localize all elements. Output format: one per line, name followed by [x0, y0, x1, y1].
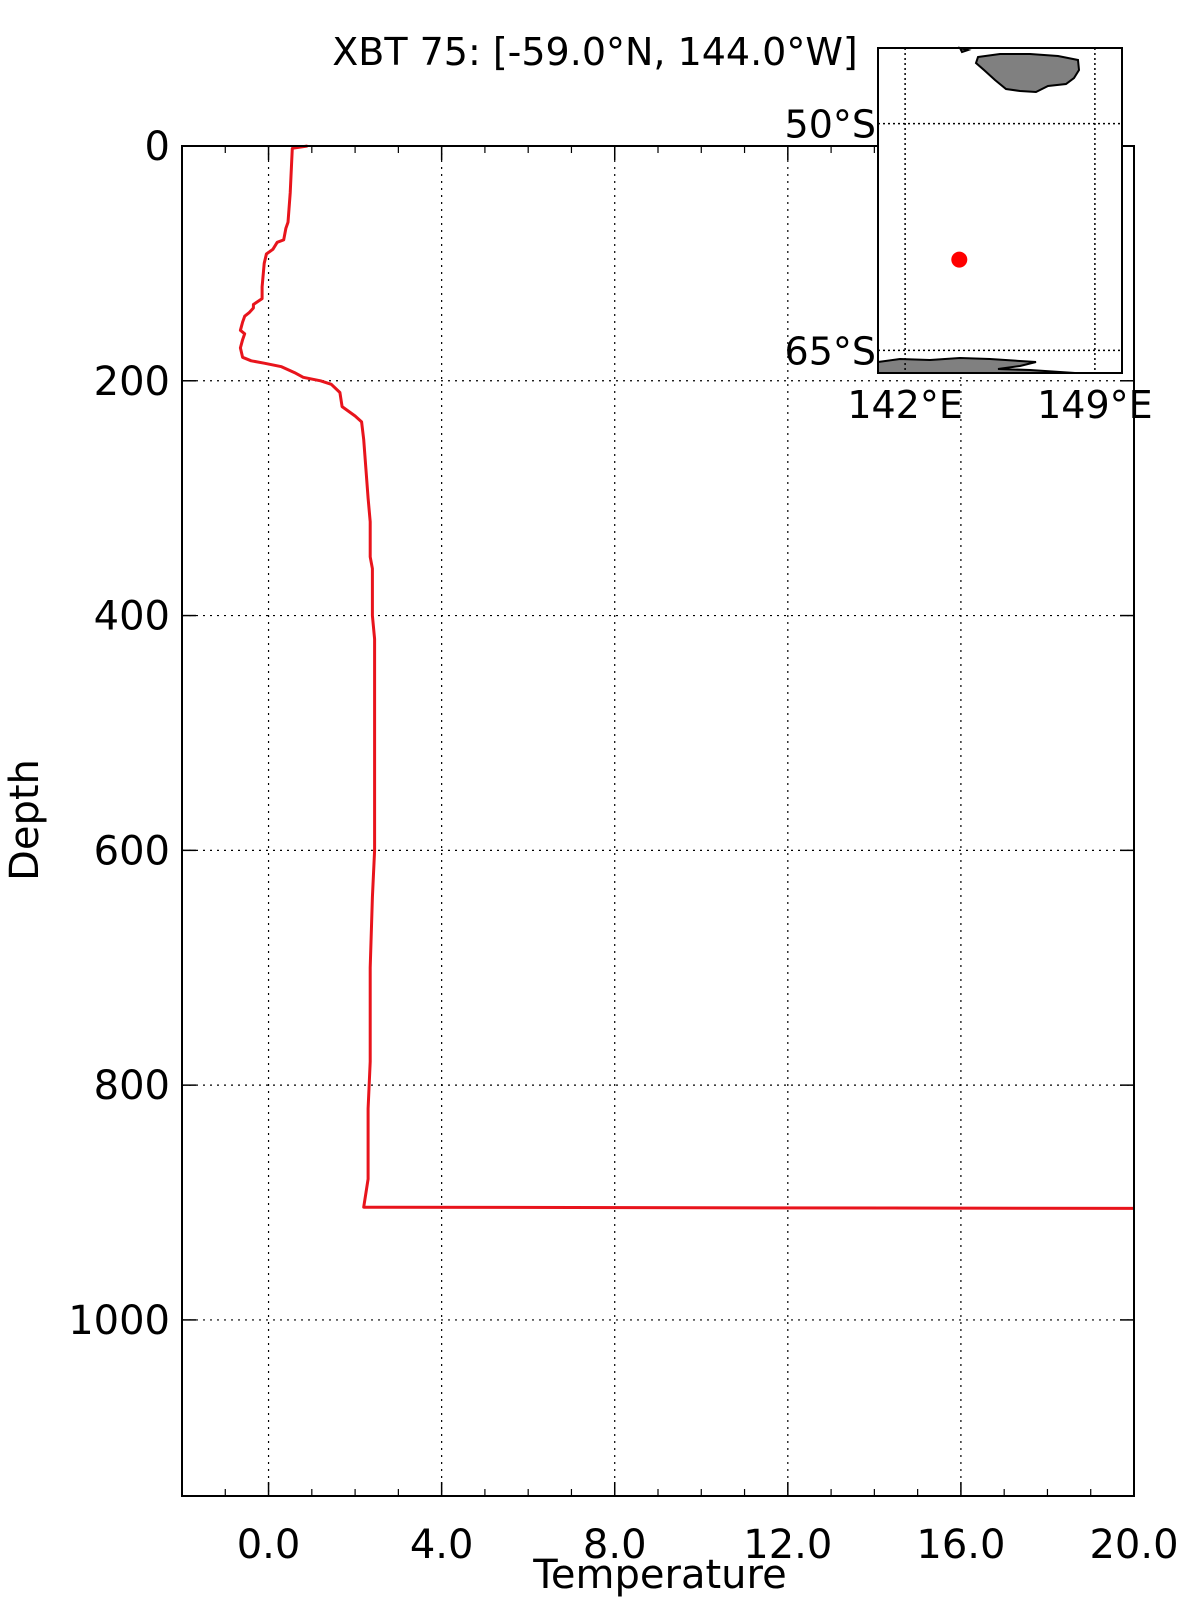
x-tick-label: 0.0: [237, 1522, 301, 1568]
x-axis-label: Temperature: [532, 1552, 786, 1598]
y-tick-label: 800: [94, 1063, 170, 1109]
y-tick-label: 0: [145, 124, 170, 170]
inset-background: [878, 48, 1122, 373]
inset-map: 142°E 149°E 50°S 65°S: [785, 46, 1153, 427]
longitude-label: 149°E: [1037, 383, 1153, 427]
x-tick-label: 20.0: [1089, 1522, 1178, 1568]
latitude-label: 65°S: [785, 329, 876, 373]
x-tick-label: 4.0: [410, 1522, 474, 1568]
inset-tick-labels: 142°E 149°E 50°S 65°S: [785, 103, 1153, 427]
x-tick-label: 12.0: [743, 1522, 832, 1568]
location-marker: [951, 251, 968, 268]
x-tick-label: 16.0: [916, 1522, 1005, 1568]
y-tick-label: 1000: [68, 1298, 170, 1344]
y-tick-label: 200: [94, 359, 170, 405]
main-plot: 0.0 4.0 8.0 12.0 16.0 20.0 0 200 400 600 800 1000: [68, 124, 1178, 1568]
inset-land-north: [974, 53, 1081, 94]
y-tick-label: 400: [94, 594, 170, 640]
y-axis-label: Depth: [2, 759, 48, 881]
x-tick-label: 8.0: [583, 1522, 647, 1568]
y-tick-labels: 0 200 400 600 800 1000: [68, 124, 170, 1344]
inset-frame: [877, 47, 1123, 374]
x-tick-labels: 0.0 4.0 8.0 12.0 16.0 20.0: [237, 1522, 1179, 1568]
y-tick-label: 600: [94, 828, 170, 874]
chart-title: XBT 75: [-59.0°N, 144.0°W]: [332, 30, 858, 74]
longitude-label: 142°E: [847, 383, 963, 427]
main-ticks: [181, 145, 1135, 1496]
latitude-label: 50°S: [785, 103, 876, 147]
temperature-profile-line: [238, 144, 1135, 1210]
inset-grid: [878, 48, 1122, 373]
